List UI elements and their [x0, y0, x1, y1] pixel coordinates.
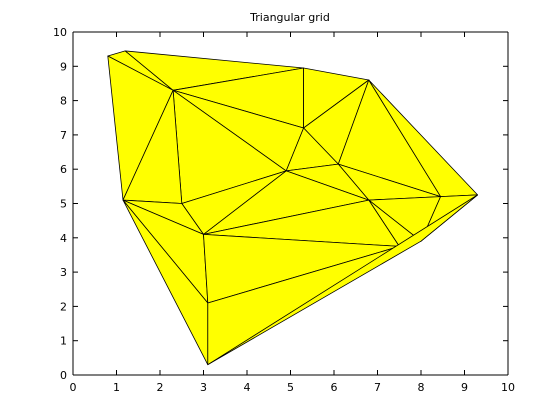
y-tick-label: 5: [60, 198, 67, 211]
y-tick-label: 10: [53, 26, 67, 39]
y-tick-label: 1: [60, 335, 67, 348]
y-tick-label: 0: [60, 369, 67, 382]
x-tick-label: 2: [157, 381, 164, 394]
x-tick-label: 4: [244, 381, 251, 394]
x-tick-label: 1: [113, 381, 120, 394]
x-tick-label: 5: [287, 381, 294, 394]
y-tick-label: 9: [60, 60, 67, 73]
chart-title: Triangular grid: [249, 11, 330, 24]
x-tick-label: 3: [200, 381, 207, 394]
y-tick-label: 8: [60, 95, 67, 108]
x-tick-label: 6: [331, 381, 338, 394]
x-tick-label: 0: [70, 381, 77, 394]
y-tick-label: 6: [60, 163, 67, 176]
y-tick-label: 4: [60, 232, 67, 245]
x-tick-label: 7: [374, 381, 381, 394]
x-tick-label: 10: [501, 381, 515, 394]
y-tick-label: 3: [60, 266, 67, 279]
x-tick-label: 9: [461, 381, 468, 394]
y-tick-label: 2: [60, 300, 67, 313]
x-tick-label: 8: [418, 381, 425, 394]
y-tick-label: 7: [60, 129, 67, 142]
